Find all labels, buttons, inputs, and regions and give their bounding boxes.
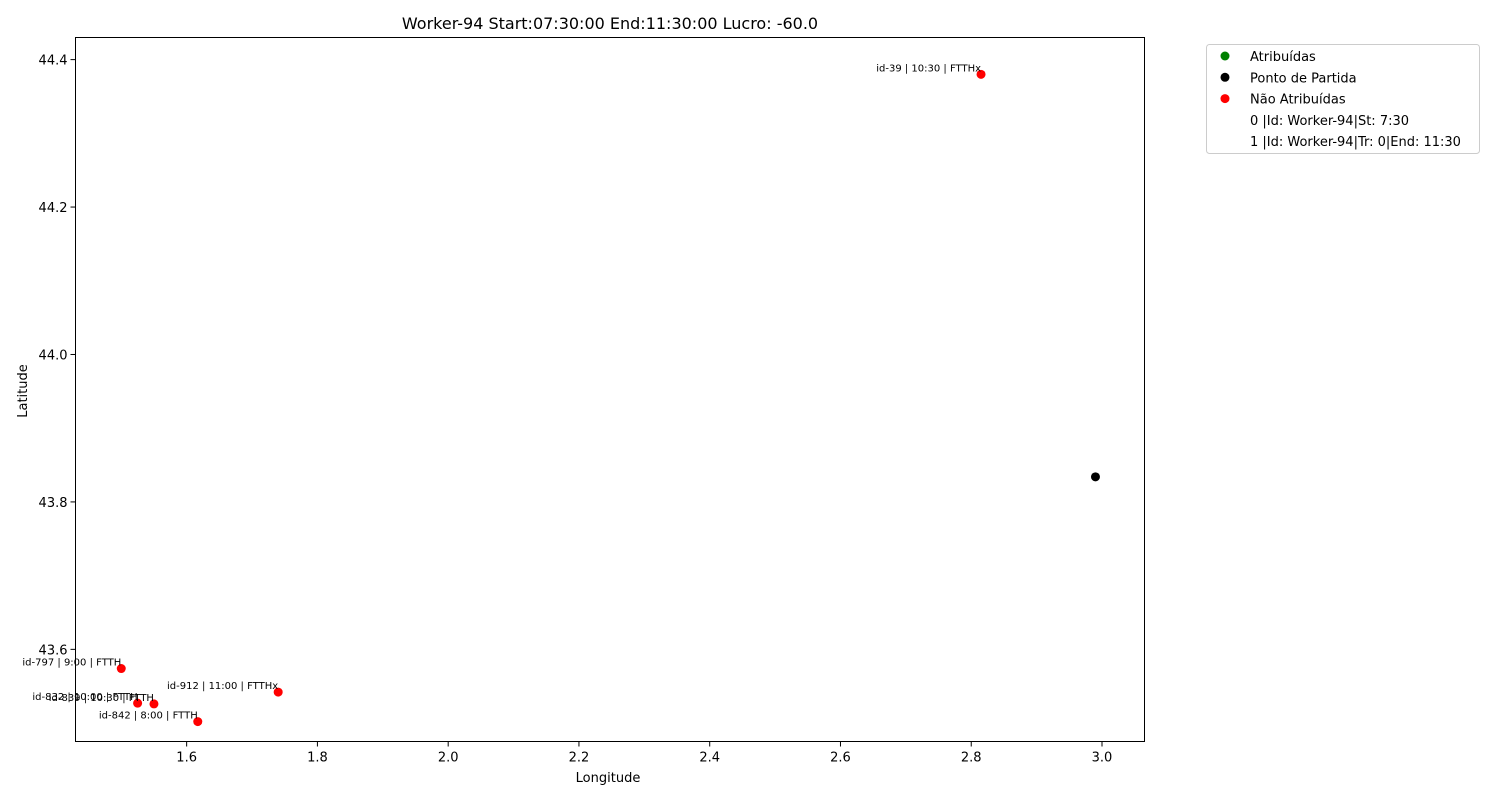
legend-entry: Ponto de Partida — [1250, 71, 1357, 86]
y-tick-label: 44.2 — [39, 201, 68, 216]
x-axis-label: Longitude — [576, 771, 641, 786]
legend-marker — [1220, 94, 1230, 104]
x-axis: 1.6 1.8 2.0 2.2 2.4 2.6 2.8 3.0 — [176, 741, 1113, 766]
data-point — [193, 717, 203, 727]
legend: Atribuídas Ponto de Partida Não Atribuídas… — [1206, 44, 1480, 154]
data-point — [1090, 472, 1100, 482]
point-label: id-797 | 9:00 | FTTH — [22, 658, 121, 669]
y-tick-label: 44.0 — [39, 348, 68, 363]
x-tick-label: 2.4 — [699, 751, 720, 766]
legend-entry: Não Atribuídas — [1250, 93, 1346, 108]
point-label: id-832 | 10:00 | FTTH — [32, 692, 137, 703]
chart-title: Worker-94 Start:07:30:00 End:11:30:00 Lu… — [402, 14, 818, 33]
legend-entry: Atribuídas — [1250, 50, 1316, 65]
y-axis-label: Latitude — [16, 364, 31, 418]
legend-marker — [1220, 72, 1230, 82]
data-point — [976, 69, 986, 79]
plot-area — [75, 37, 1145, 742]
x-tick-label: 2.6 — [830, 751, 851, 766]
y-tick-label: 43.8 — [39, 496, 68, 511]
data-point — [273, 687, 283, 697]
legend-marker — [1220, 51, 1230, 61]
x-tick-label: 1.6 — [176, 751, 197, 766]
point-label: id-39 | 10:30 | FTTHx — [876, 63, 981, 74]
point-label: id-839 | 10:30 | FTTH — [49, 693, 154, 704]
x-tick-label: 1.8 — [307, 751, 328, 766]
y-axis: 43.6 43.8 44.0 44.2 44.4 — [39, 54, 76, 658]
y-tick-label: 43.6 — [39, 643, 68, 658]
point-label: id-912 | 11:00 | FTTHx — [167, 681, 278, 692]
data-points: id-39 | 10:30 | FTTHx id-797 | 9:00 | FTT… — [22, 63, 1100, 727]
legend-entry: 0 |Id: Worker-94|St: 7:30 — [1250, 114, 1409, 129]
x-tick-label: 3.0 — [1092, 751, 1113, 766]
x-tick-label: 2.2 — [569, 751, 590, 766]
x-tick-label: 2.8 — [961, 751, 982, 766]
data-point — [149, 699, 159, 709]
point-label: id-842 | 8:00 | FTTH — [99, 711, 198, 722]
x-tick-label: 2.0 — [438, 751, 459, 766]
data-point — [133, 698, 143, 708]
legend-box — [1206, 44, 1480, 154]
y-tick-label: 44.4 — [39, 54, 68, 69]
data-point — [116, 664, 126, 674]
legend-entry: 1 |Id: Worker-94|Tr: 0|End: 11:30 — [1250, 135, 1461, 150]
